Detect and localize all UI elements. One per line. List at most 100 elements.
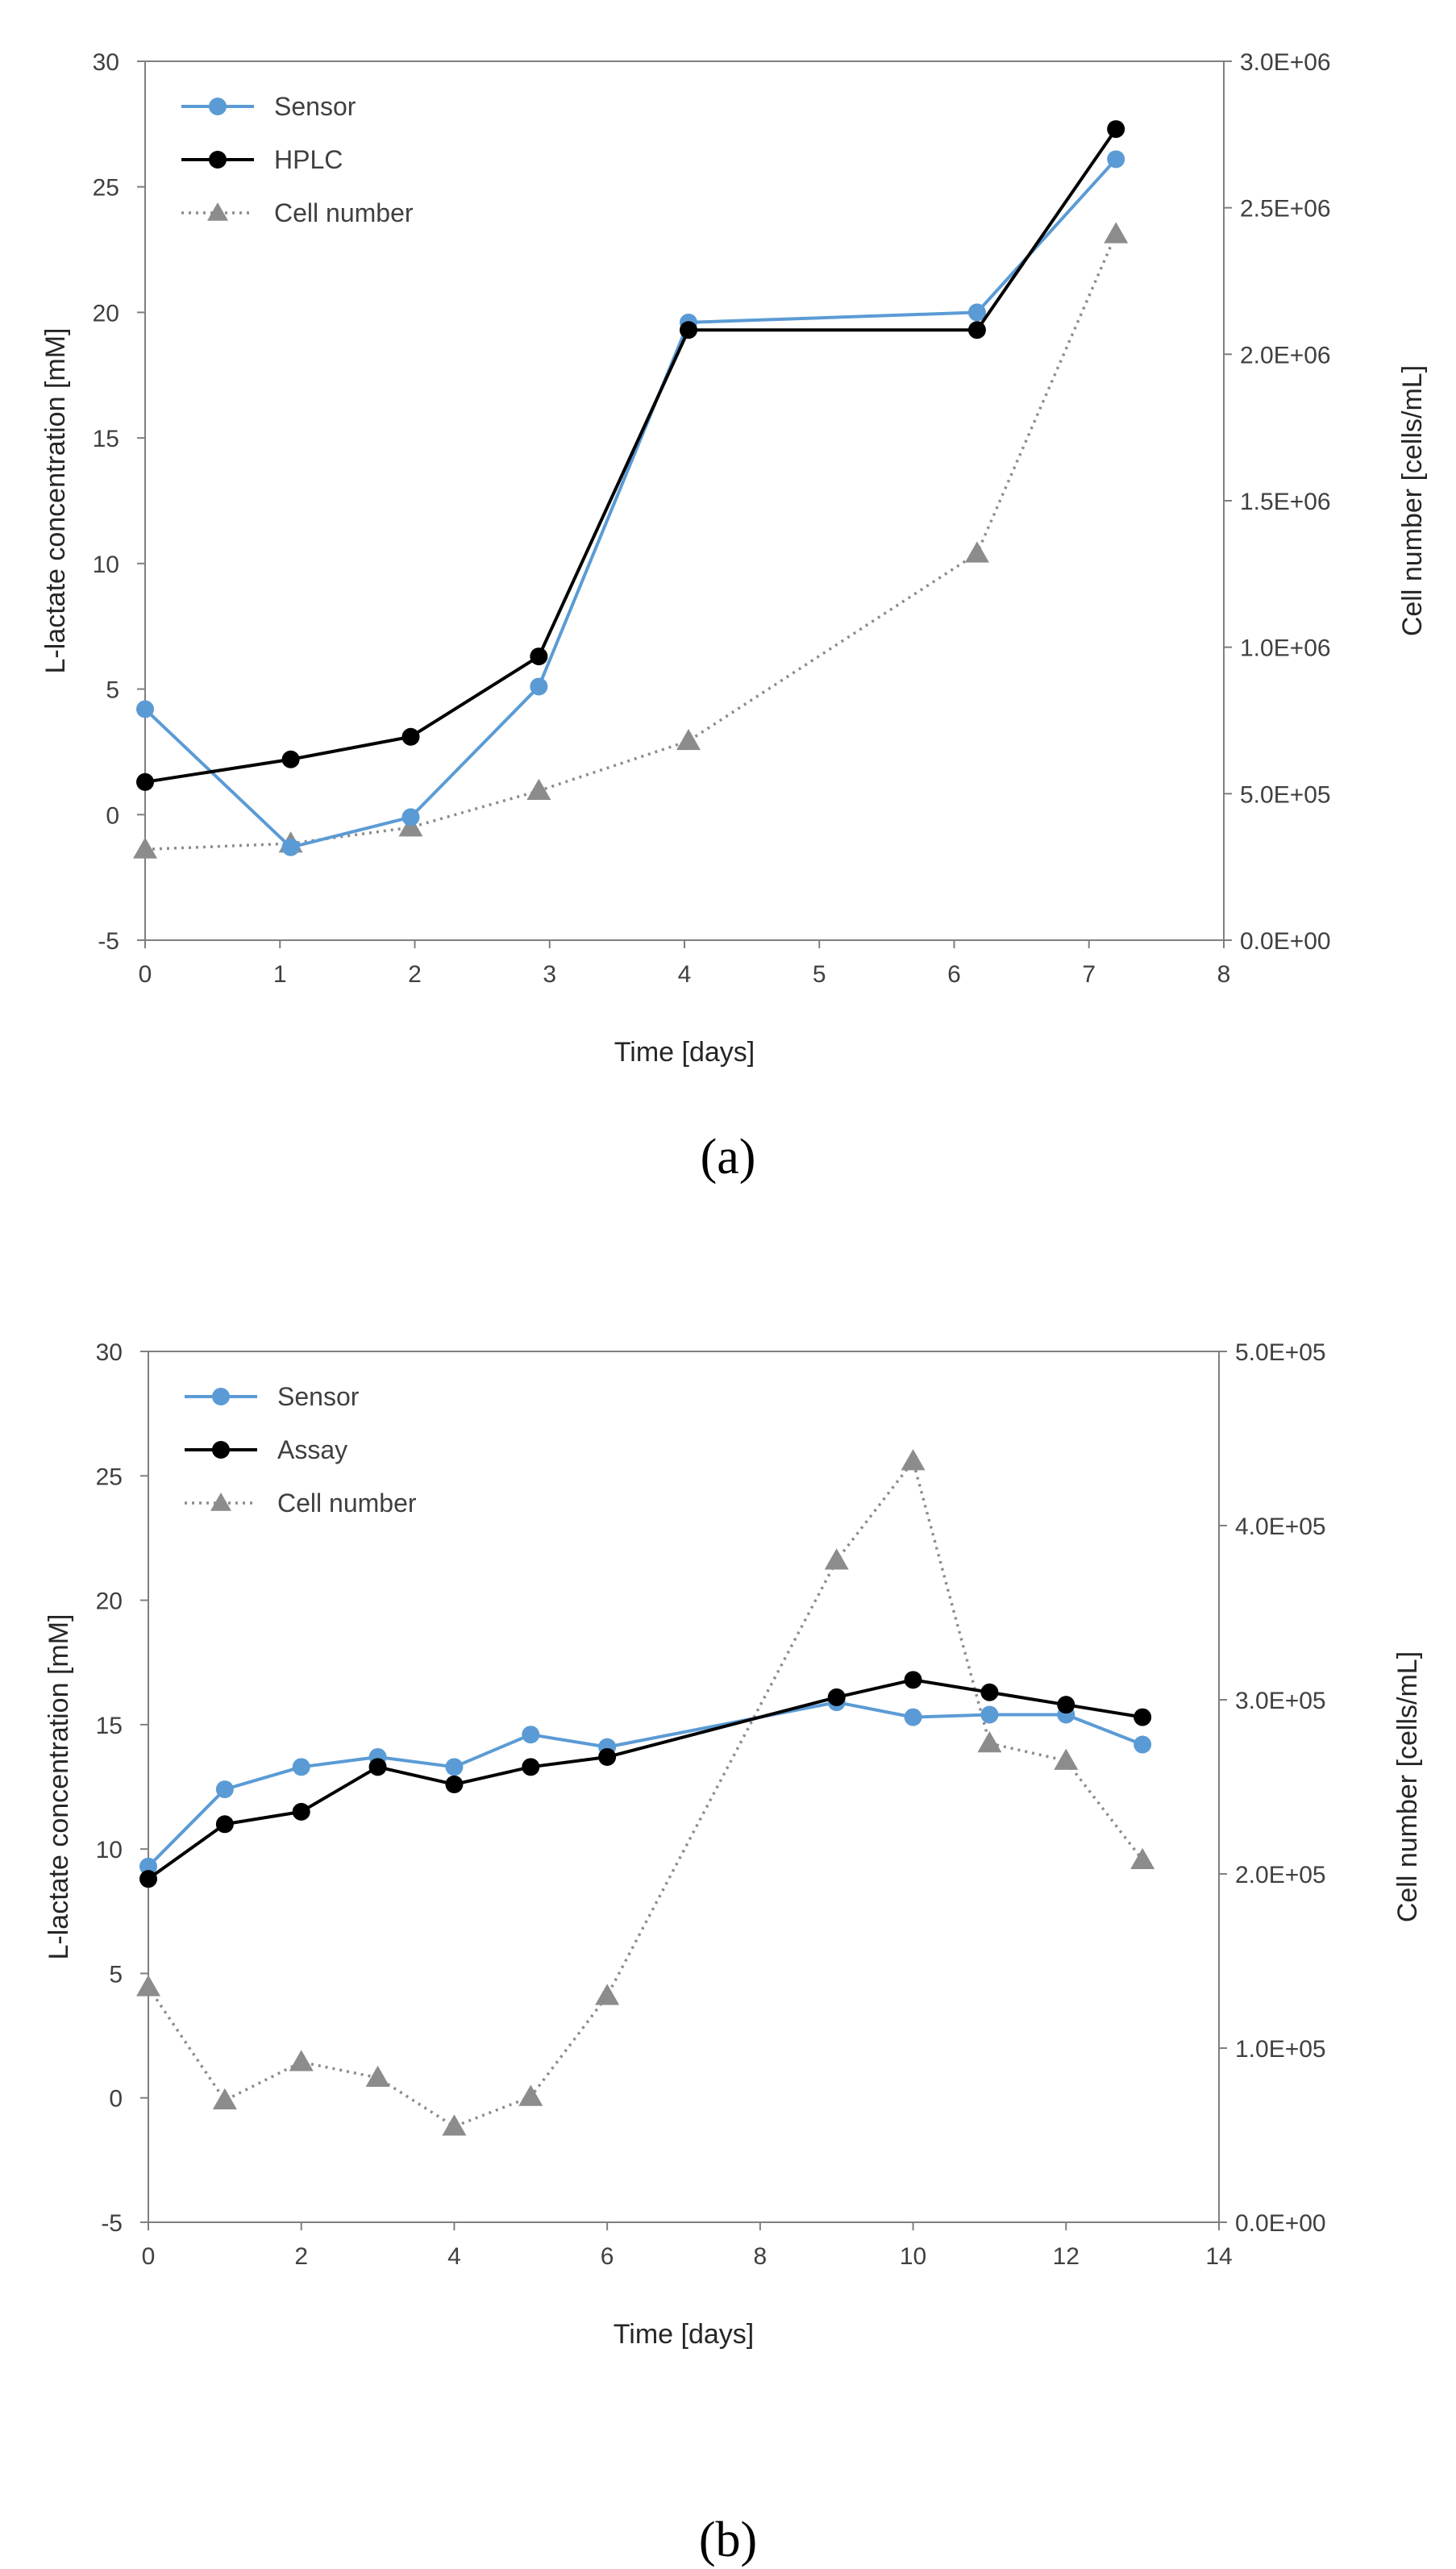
x-tick-label: 0 xyxy=(142,2243,156,2270)
x-tick-label: 8 xyxy=(754,2243,768,2270)
y-tick-label: 10 xyxy=(96,1837,123,1863)
data-point xyxy=(980,1683,999,1701)
data-point xyxy=(1134,1708,1152,1726)
legend-label: Sensor xyxy=(277,1382,360,1411)
y2-tick-label: 1.0E+06 xyxy=(1240,635,1331,662)
legend-marker xyxy=(209,98,227,115)
series-sensor xyxy=(136,150,1125,856)
x-tick-label: 7 xyxy=(1082,961,1096,988)
x-axis-title: Time [days] xyxy=(614,1037,755,1068)
data-point xyxy=(281,838,300,856)
y-tick-label: 15 xyxy=(93,426,119,452)
data-point xyxy=(964,541,989,563)
x-tick-label: 2 xyxy=(294,2243,308,2270)
x-tick-label: 3 xyxy=(543,961,556,988)
y2-tick-label: 5.0E+05 xyxy=(1235,1339,1326,1366)
legend: Sensor Assay Cell number xyxy=(185,1382,417,1518)
data-point xyxy=(530,647,548,666)
data-point xyxy=(904,1708,922,1726)
y2-tick-label: 1.0E+05 xyxy=(1235,2036,1326,2063)
data-point xyxy=(967,321,986,339)
data-point xyxy=(676,728,701,751)
data-point xyxy=(292,1802,310,1821)
series-line xyxy=(147,1678,1143,1880)
legend-marker xyxy=(212,1441,230,1459)
data-point xyxy=(365,2065,390,2087)
y2-tick-label: 2.0E+05 xyxy=(1235,1862,1326,1888)
series-line xyxy=(147,1459,1144,2128)
legend-label: HPLC xyxy=(274,145,343,174)
legend-label: Cell number xyxy=(277,1489,417,1518)
x-tick-label: 4 xyxy=(678,961,692,988)
y-tick-label: 5 xyxy=(106,677,119,704)
y-tick-label: -5 xyxy=(98,928,119,955)
y2-tick-label: 2.0E+06 xyxy=(1240,342,1331,368)
y2-axis-title: Cell number [cells/mL] xyxy=(1397,365,1428,636)
data-point xyxy=(212,2088,237,2110)
y2-tick-label: 5.0E+05 xyxy=(1240,781,1331,808)
y-axis-title: L-lactate concentration [mM] xyxy=(40,328,71,674)
data-point xyxy=(1104,222,1129,244)
data-point xyxy=(522,1758,540,1776)
y-tick-label: 30 xyxy=(93,49,119,76)
x-tick-label: 6 xyxy=(601,2243,614,2270)
series-line xyxy=(147,1701,1143,1868)
data-point xyxy=(139,1870,157,1888)
data-point xyxy=(595,1984,620,2005)
data-point xyxy=(368,1758,387,1776)
data-point xyxy=(827,1688,846,1706)
y-tick-label: 5 xyxy=(109,1961,123,1988)
series-hplc xyxy=(136,120,1125,791)
x-tick-label: 4 xyxy=(447,2243,461,2270)
y-tick-label: -5 xyxy=(101,2210,123,2237)
data-point xyxy=(215,1815,234,1834)
panel-label-b: (b) xyxy=(698,2513,758,2567)
x-tick-label: 8 xyxy=(1217,961,1231,988)
data-point xyxy=(136,1975,160,1996)
y-tick-label: 0 xyxy=(106,802,119,829)
data-point xyxy=(518,2084,543,2106)
data-point xyxy=(824,1548,849,1570)
y-tick-label: 15 xyxy=(96,1713,123,1739)
y-tick-label: 20 xyxy=(93,300,119,327)
legend-marker xyxy=(212,1388,230,1405)
y-tick-label: 0 xyxy=(109,2086,123,2113)
x-tick-label: 0 xyxy=(139,961,152,988)
data-point xyxy=(1107,150,1125,169)
data-point xyxy=(980,1705,999,1724)
figure-a: 0 1 2 3 4 5 6 7 8 -5 0 5 10 15 20 25 30 0.0E+00 5.0E+05 1.0… xyxy=(0,0,1456,1258)
y-tick-label: 25 xyxy=(93,175,119,202)
data-point xyxy=(401,808,420,826)
data-point xyxy=(598,1747,617,1766)
y2-tick-label: 3.0E+05 xyxy=(1235,1688,1326,1714)
x-tick-label: 2 xyxy=(408,961,422,988)
data-point xyxy=(139,1857,157,1876)
data-point xyxy=(1134,1735,1152,1754)
data-point xyxy=(1130,1847,1155,1869)
x-tick-label: 12 xyxy=(1053,2243,1080,2270)
data-point xyxy=(445,1775,464,1793)
data-point xyxy=(1054,1748,1079,1770)
y2-tick-label: 4.0E+05 xyxy=(1235,1514,1326,1540)
panel-label-a: (a) xyxy=(700,1130,756,1185)
data-point xyxy=(401,727,420,746)
data-point xyxy=(215,1780,234,1799)
legend-label: Assay xyxy=(277,1435,347,1464)
series-assay xyxy=(139,1671,1152,1888)
data-point xyxy=(136,772,154,791)
x-tick-label: 6 xyxy=(947,961,961,988)
y-axis-title: L-lactate concentration [mM] xyxy=(44,1614,74,1960)
x-tick-label: 10 xyxy=(900,2243,926,2270)
data-point xyxy=(281,750,300,768)
legend: Sensor HPLC Cell number xyxy=(181,92,414,227)
y2-axis-title: Cell number [cells/mL] xyxy=(1392,1651,1423,1922)
x-tick-label: 1 xyxy=(273,961,287,988)
data-point xyxy=(522,1726,540,1744)
data-point xyxy=(445,1758,464,1776)
chart-a: 0 1 2 3 4 5 6 7 8 -5 0 5 10 15 20 25 30 0.0E+00 5.0E+05 1.0… xyxy=(40,49,1428,1068)
chart-b: 0 2 4 6 8 10 12 14 -5 0 5 10 15 20 25 30 0.0E+00 1.0E+05 2… xyxy=(44,1339,1423,2350)
data-point xyxy=(292,1758,310,1776)
legend-label: Cell number xyxy=(274,198,414,227)
y2-tick-label: 0.0E+00 xyxy=(1235,2210,1326,2237)
data-point xyxy=(1057,1696,1075,1714)
